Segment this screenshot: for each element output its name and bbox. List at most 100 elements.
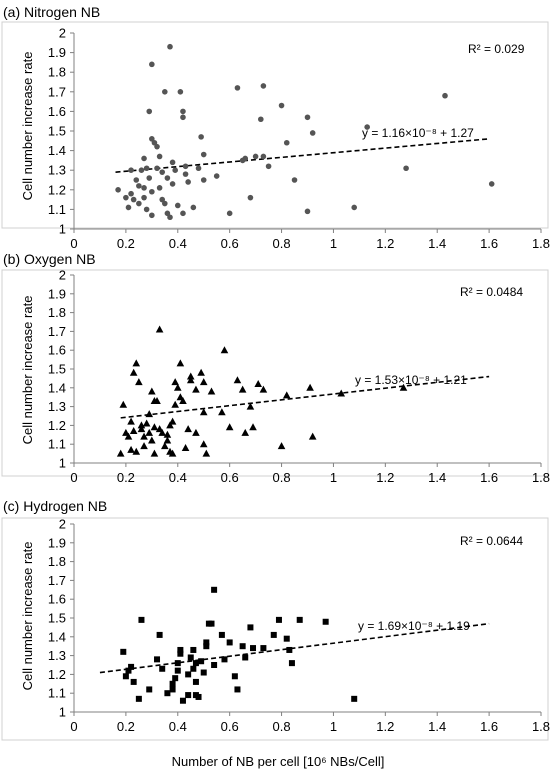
data-point <box>260 645 267 652</box>
data-point <box>169 680 176 687</box>
data-point <box>252 153 259 160</box>
trendline-equation: y = 1.16×10⁻⁸ + 1.27 <box>362 126 474 140</box>
data-point <box>171 378 179 386</box>
x-tick-label: 1.6 <box>480 236 498 251</box>
data-point <box>141 155 147 162</box>
data-point <box>130 196 137 203</box>
data-point <box>171 400 179 408</box>
data-point <box>250 645 257 652</box>
data-point <box>162 200 168 207</box>
data-point <box>182 171 189 177</box>
data-point <box>247 194 254 201</box>
data-point <box>137 425 146 433</box>
y-tick-label: 1.1 <box>48 202 66 217</box>
data-point <box>218 631 225 638</box>
data-point <box>154 165 160 172</box>
y-axis-label: Cell number increase rate <box>20 296 35 445</box>
axes: 1 1.1 1.2 1.3 1.4 1.5 1.6 1.7 1.8 1.9 2 0 0.2 0.4 0.6 0… <box>48 26 550 252</box>
data-point <box>208 620 215 627</box>
data-point <box>174 667 181 674</box>
y-tick-label: 1 <box>59 456 66 471</box>
data-point <box>242 155 249 162</box>
data-point <box>296 616 303 623</box>
data-point <box>156 631 163 638</box>
data-point <box>146 175 153 181</box>
y-tick-label: 1.9 <box>48 286 66 301</box>
panel-oxygen: (b) Oxygen NB Cell number increase rate … <box>1 251 550 485</box>
x-tick-label: 1.2 <box>376 719 394 734</box>
data-point <box>132 447 141 455</box>
data-point <box>225 423 234 431</box>
x-tick-label: 0 <box>70 470 77 485</box>
x-tick-label: 0.4 <box>169 719 187 734</box>
data-point <box>199 378 208 386</box>
data-point <box>190 646 197 653</box>
data-point <box>177 650 184 657</box>
data-point <box>186 372 195 380</box>
data-point <box>187 654 194 661</box>
data-point <box>304 208 311 215</box>
x-tick-label: 1.4 <box>428 236 446 251</box>
data-point <box>132 359 141 367</box>
x-tick-label: 1.4 <box>428 470 446 485</box>
data-points <box>116 325 490 457</box>
data-point <box>283 635 290 642</box>
panel-nitrogen: (a) Nitrogen NB Cell number increase rat… <box>1 4 550 252</box>
data-point <box>185 179 191 185</box>
data-point <box>154 143 160 150</box>
axes: 1 1.1 1.2 1.3 1.4 1.5 1.6 1.7 1.8 1.9 2 0 0.2 0.4 0.6 0… <box>48 517 550 735</box>
x-tick-label: 1.8 <box>532 719 550 734</box>
data-point <box>241 428 250 436</box>
data-point <box>173 383 182 391</box>
data-point <box>186 376 195 384</box>
y-tick-label: 1.3 <box>48 648 66 663</box>
plot-area-frame <box>1 517 549 741</box>
data-point <box>168 449 177 457</box>
data-point <box>150 449 159 457</box>
data-point <box>143 206 150 213</box>
data-point <box>158 428 167 436</box>
data-point <box>136 183 142 189</box>
data-point <box>164 690 171 697</box>
data-point <box>145 428 154 436</box>
data-point <box>176 359 185 367</box>
x-tick-label: 1.2 <box>376 236 394 251</box>
data-point <box>192 678 199 685</box>
data-point <box>149 212 155 219</box>
y-tick-label: 1.5 <box>48 124 66 139</box>
x-tick-label: 0.2 <box>117 470 135 485</box>
data-point <box>197 368 205 376</box>
data-point <box>199 440 208 448</box>
data-point <box>283 139 290 146</box>
data-point <box>149 188 155 195</box>
data-point <box>122 673 129 680</box>
data-point <box>190 204 197 211</box>
data-point <box>168 417 177 425</box>
data-point <box>140 432 148 440</box>
data-point <box>148 436 156 444</box>
data-point <box>207 387 216 395</box>
data-point <box>141 194 147 201</box>
plot-area-frame <box>1 21 549 229</box>
data-point <box>127 445 135 453</box>
data-point <box>184 425 192 433</box>
y-tick-label: 1.9 <box>48 45 66 60</box>
data-point <box>260 83 267 89</box>
data-point <box>198 134 204 140</box>
data-point <box>211 662 218 668</box>
data-point <box>231 673 238 680</box>
data-point <box>146 686 153 693</box>
trendline-equation: y = 1.53×10⁻⁸ + 1.21 <box>355 373 467 387</box>
data-point <box>195 165 202 172</box>
data-point <box>128 663 135 670</box>
data-point <box>163 436 172 444</box>
data-point <box>275 616 282 623</box>
data-point <box>258 116 264 123</box>
data-point <box>260 153 267 160</box>
data-point <box>364 124 370 130</box>
y-tick-label: 1.9 <box>48 535 66 550</box>
data-point <box>143 165 150 172</box>
y-tick-label: 1 <box>59 705 66 720</box>
data-point <box>172 675 179 682</box>
